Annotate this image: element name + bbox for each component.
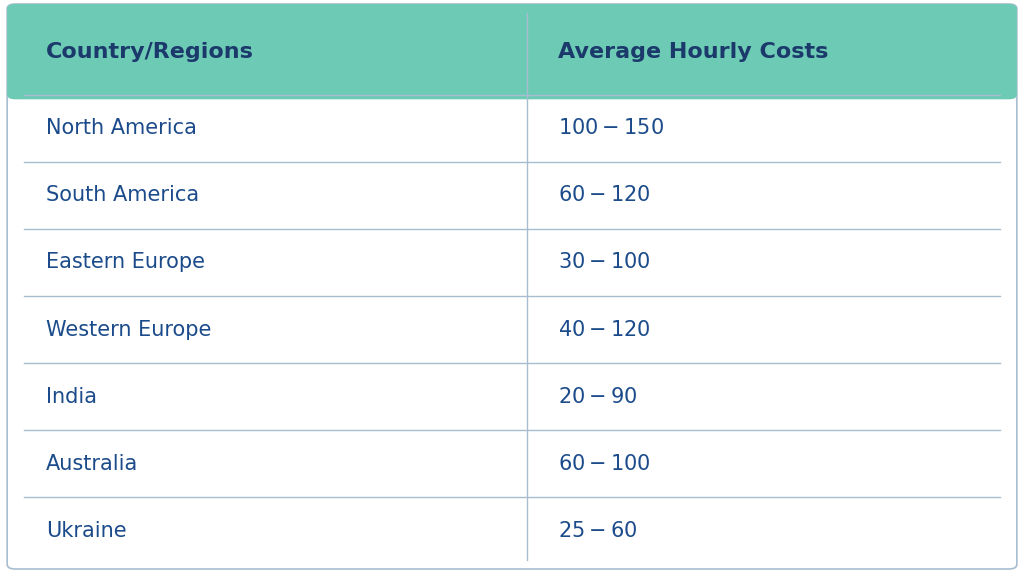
Text: Country/Regions: Country/Regions <box>46 42 254 62</box>
Text: $20-$90: $20-$90 <box>558 387 637 407</box>
FancyBboxPatch shape <box>7 4 1017 569</box>
Text: $30-$100: $30-$100 <box>558 253 650 273</box>
Text: South America: South America <box>46 186 200 205</box>
Text: $60-$100: $60-$100 <box>558 454 650 474</box>
Text: $100-$150: $100-$150 <box>558 118 664 138</box>
Text: North America: North America <box>46 118 197 138</box>
FancyBboxPatch shape <box>7 4 1017 99</box>
Text: Eastern Europe: Eastern Europe <box>46 253 205 273</box>
Text: $60-$120: $60-$120 <box>558 186 650 205</box>
Text: Ukraine: Ukraine <box>46 521 127 541</box>
Text: $25-$60: $25-$60 <box>558 521 637 541</box>
Text: India: India <box>46 387 97 407</box>
Text: Average Hourly Costs: Average Hourly Costs <box>558 42 828 62</box>
Bar <box>16 52 1008 95</box>
Text: Western Europe: Western Europe <box>46 320 211 340</box>
Text: Australia: Australia <box>46 454 138 474</box>
Text: $40-$120: $40-$120 <box>558 320 650 340</box>
